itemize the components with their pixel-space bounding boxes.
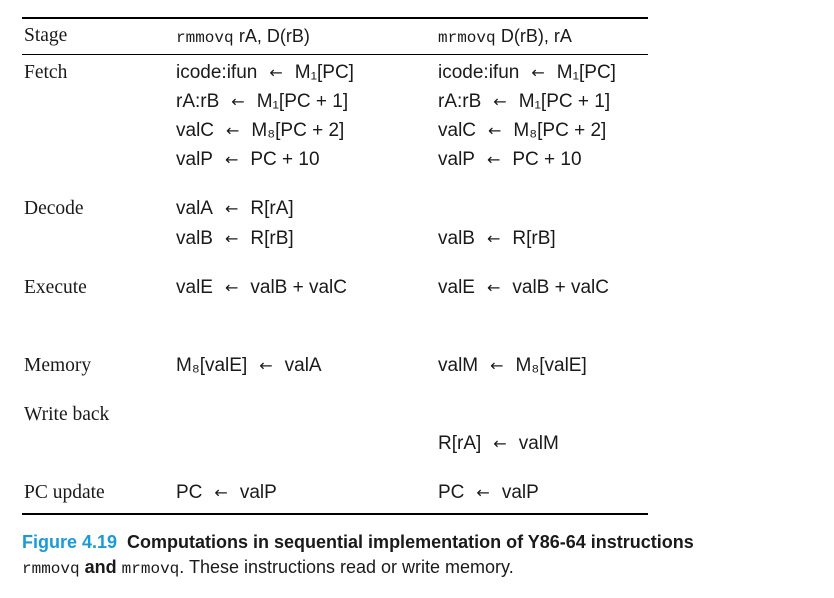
left-arrow-icon: ← bbox=[224, 278, 239, 297]
left-arrow-icon: ← bbox=[490, 356, 504, 375]
rmmovq-pc-update: PC ← valP bbox=[176, 482, 277, 503]
header-mrmovq-args: D(rB), rA bbox=[500, 26, 572, 46]
rmmovq-memory: M₈[valE] ← valA bbox=[176, 355, 322, 376]
left-arrow-icon: ← bbox=[486, 229, 501, 248]
stage-fetch: Fetch bbox=[24, 62, 68, 83]
mrmovq-pc-update: PC ← valP bbox=[438, 482, 539, 503]
rmmovq-decode-vala: valA ← R[rA] bbox=[176, 198, 294, 219]
stage-pc-update: PC update bbox=[24, 482, 105, 503]
table-bottom-rule bbox=[22, 513, 648, 515]
rmmovq-decode-valb: valB ← R[rB] bbox=[176, 228, 294, 249]
mrmovq-execute: valE ← valB + valC bbox=[438, 277, 609, 298]
header-rmmovq-args: rA, D(rB) bbox=[238, 26, 310, 46]
left-arrow-icon: ← bbox=[224, 229, 239, 248]
caption-code-rmmovq: rmmovq bbox=[22, 560, 80, 578]
rmmovq-fetch-valp: valP ← PC + 10 bbox=[176, 149, 320, 170]
header-rmmovq: rmmovq rA, D(rB) bbox=[176, 24, 310, 50]
left-arrow-icon: ← bbox=[259, 356, 273, 375]
rmmovq-fetch-icode: icode:ifun ← M₁[PC] bbox=[176, 62, 354, 83]
mrmovq-fetch-registers: rA:rB ← M₁[PC + 1] bbox=[438, 91, 611, 112]
figure-number: Figure 4.19 bbox=[22, 532, 118, 552]
left-arrow-icon: ← bbox=[224, 150, 239, 169]
header-rmmovq-op: rmmovq bbox=[176, 29, 234, 47]
left-arrow-icon: ← bbox=[226, 121, 240, 140]
header-mrmovq: mrmovq D(rB), rA bbox=[438, 24, 572, 50]
left-arrow-icon: ← bbox=[493, 92, 507, 111]
header-mrmovq-op: mrmovq bbox=[438, 29, 496, 47]
left-arrow-icon: ← bbox=[486, 278, 501, 297]
caption-description: . These instructions read or write memor… bbox=[179, 557, 514, 577]
table-header-rule bbox=[22, 54, 648, 55]
rmmovq-execute: valE ← valB + valC bbox=[176, 277, 347, 298]
left-arrow-icon: ← bbox=[486, 150, 501, 169]
mrmovq-fetch-valc: valC ← M₈[PC + 2] bbox=[438, 120, 607, 141]
mrmovq-decode-valb: valB ← R[rB] bbox=[438, 228, 556, 249]
left-arrow-icon: ← bbox=[231, 92, 245, 111]
left-arrow-icon: ← bbox=[476, 483, 490, 502]
mrmovq-fetch-icode: icode:ifun ← M₁[PC] bbox=[438, 62, 616, 83]
stage-write-back: Write back bbox=[24, 404, 110, 425]
rmmovq-fetch-registers: rA:rB ← M₁[PC + 1] bbox=[176, 91, 349, 112]
left-arrow-icon: ← bbox=[214, 483, 228, 502]
mrmovq-write-back: R[rA] ← valM bbox=[438, 433, 559, 454]
left-arrow-icon: ← bbox=[488, 121, 502, 140]
figure-title: Computations in sequential implementatio… bbox=[127, 532, 694, 552]
left-arrow-icon: ← bbox=[224, 199, 239, 218]
table-top-rule bbox=[22, 17, 648, 19]
caption-code-mrmovq: mrmovq bbox=[121, 560, 180, 578]
left-arrow-icon: ← bbox=[493, 434, 507, 453]
stage-decode: Decode bbox=[24, 198, 84, 219]
figure-caption: Figure 4.19 Computations in sequential im… bbox=[22, 530, 822, 582]
left-arrow-icon: ← bbox=[531, 63, 545, 82]
mrmovq-fetch-valp: valP ← PC + 10 bbox=[438, 149, 582, 170]
rmmovq-fetch-valc: valC ← M₈[PC + 2] bbox=[176, 120, 345, 141]
left-arrow-icon: ← bbox=[269, 63, 283, 82]
mrmovq-memory: valM ← M₈[valE] bbox=[438, 355, 587, 376]
header-stage: Stage bbox=[24, 25, 68, 46]
stage-memory: Memory bbox=[24, 355, 92, 376]
caption-and: and bbox=[84, 557, 117, 577]
stage-execute: Execute bbox=[24, 277, 87, 298]
